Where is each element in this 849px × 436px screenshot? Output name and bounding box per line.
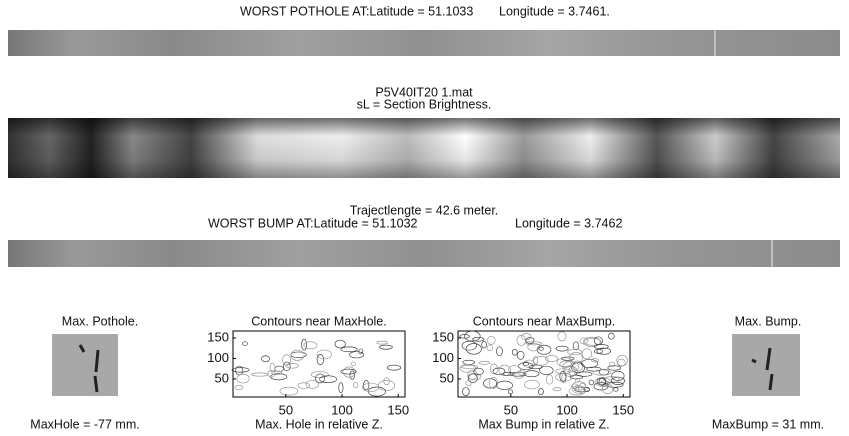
trajectory-length: Trajectlengte = 42.6 meter. (350, 203, 499, 217)
pothole-latitude: WORST POTHOLE AT:Latitude = 51.1033 (240, 4, 473, 18)
x-tick-label: 100 (556, 402, 578, 417)
x-tick-label: 100 (331, 402, 353, 417)
pothole-longitude: Longitude = 3.7461. (499, 4, 610, 18)
x-tick-label: 150 (387, 402, 409, 417)
pothole-image (52, 334, 118, 396)
y-tick-label: 150 (432, 329, 454, 344)
panel-title: Contours near MaxHole. (251, 314, 386, 328)
panel-title: Max. Pothole. (62, 314, 138, 328)
y-tick-label: 150 (207, 329, 229, 344)
bump-image (732, 334, 800, 396)
panel-caption: MaxHole = -77 mm. (30, 417, 139, 431)
section-subtitle: sL = Section Brightness. (357, 97, 492, 111)
bump-longitude: Longitude = 3.7462 (515, 216, 622, 230)
road-strip (8, 240, 840, 267)
panel-title: Max. Bump. (735, 314, 802, 328)
x-axis-label: Max Bump in relative Z. (478, 417, 609, 431)
x-tick-label: 50 (279, 402, 293, 417)
x-axis-label: Max. Hole in relative Z. (255, 417, 383, 431)
bump-latitude: WORST BUMP AT:Latitude = 51.1032 (208, 216, 418, 230)
y-tick-label: 50 (440, 370, 454, 385)
y-tick-label: 50 (215, 370, 229, 385)
y-tick-label: 100 (432, 350, 454, 365)
x-tick-label: 50 (504, 402, 518, 417)
panel-caption: MaxBump = 31 mm. (712, 417, 824, 431)
panel-title: Contours near MaxBump. (473, 314, 615, 328)
x-tick-label: 150 (612, 402, 634, 417)
figure: WORST POTHOLE AT:Latitude = 51.1033 Long… (0, 0, 849, 436)
brightness-shade (8, 118, 840, 178)
y-tick-label: 100 (207, 350, 229, 365)
